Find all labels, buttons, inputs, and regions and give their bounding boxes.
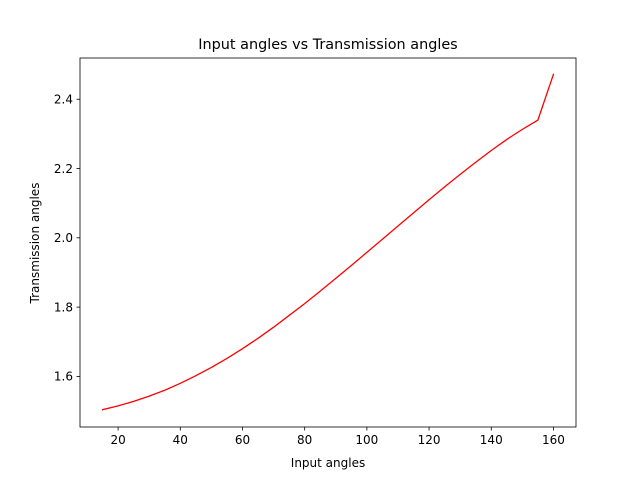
- y-axis-label: Transmission angles: [28, 183, 42, 305]
- y-tick-label: 2.2: [54, 162, 73, 176]
- x-axis-label: Input angles: [291, 456, 365, 470]
- chart-title: Input angles vs Transmission angles: [198, 37, 457, 53]
- y-axis: 1.6 1.8 2.0 2.2 2.4: [54, 93, 80, 384]
- axes-frame: [79, 57, 577, 428]
- x-tick-label: 100: [355, 433, 378, 447]
- x-axis: 20 40 60 80 100 120 140 160: [110, 427, 565, 447]
- series-line-0: [101, 73, 555, 411]
- y-tick-label: 1.8: [54, 300, 73, 314]
- x-tick-label: 140: [480, 433, 503, 447]
- x-tick-label: 80: [297, 433, 312, 447]
- x-tick-label: 120: [418, 433, 441, 447]
- y-tick-label: 2.4: [54, 93, 73, 107]
- x-tick-label: 60: [235, 433, 250, 447]
- y-tick-label: 2.0: [54, 231, 73, 245]
- x-tick-label: 40: [173, 433, 188, 447]
- x-tick-label: 20: [110, 433, 125, 447]
- x-tick-label: 160: [542, 433, 565, 447]
- plot-area: [101, 73, 555, 411]
- y-tick-label: 1.6: [54, 370, 73, 384]
